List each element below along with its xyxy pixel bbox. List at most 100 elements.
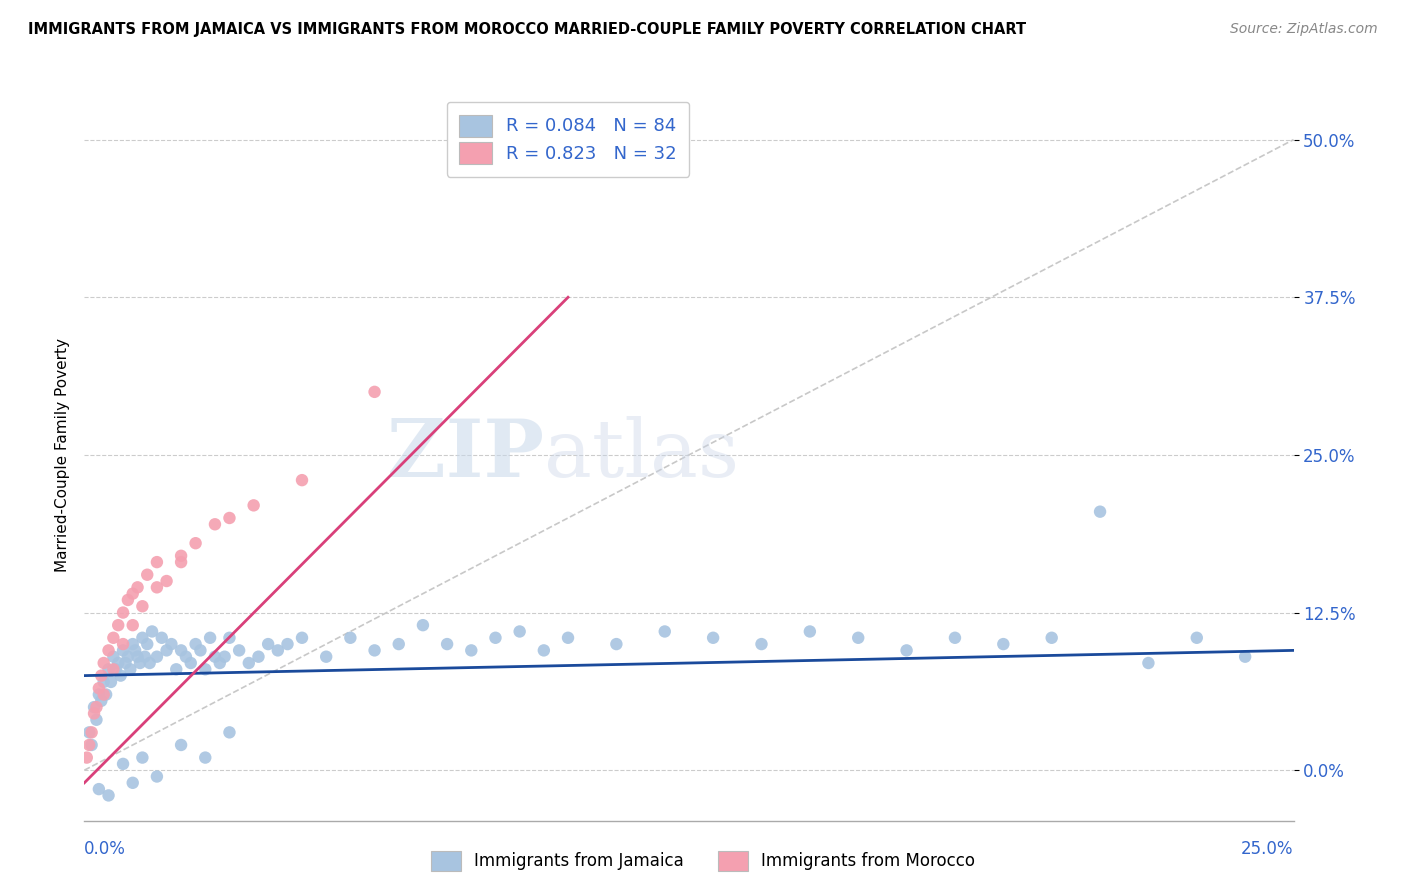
Text: IMMIGRANTS FROM JAMAICA VS IMMIGRANTS FROM MOROCCO MARRIED-COUPLE FAMILY POVERTY: IMMIGRANTS FROM JAMAICA VS IMMIGRANTS FR… — [28, 22, 1026, 37]
Point — [112, 756, 135, 771]
Point — [436, 637, 458, 651]
Point — [218, 725, 240, 739]
Point — [103, 649, 125, 664]
Point — [460, 643, 482, 657]
Point — [204, 649, 226, 664]
Point — [155, 643, 177, 657]
Point — [165, 662, 187, 676]
Point — [93, 688, 115, 702]
Point — [121, 618, 143, 632]
Point — [146, 580, 169, 594]
Text: 0.0%: 0.0% — [84, 839, 127, 857]
Point — [120, 662, 142, 676]
Point — [257, 637, 280, 651]
Legend: Immigrants from Jamaica, Immigrants from Morocco: Immigrants from Jamaica, Immigrants from… — [423, 842, 983, 880]
Point — [146, 555, 169, 569]
Point — [1185, 631, 1208, 645]
Point — [267, 643, 290, 657]
Point — [107, 618, 129, 632]
Point — [87, 688, 110, 702]
Point — [194, 750, 217, 764]
Point — [104, 662, 127, 676]
Point — [77, 738, 100, 752]
Point — [80, 738, 103, 752]
Point — [107, 656, 129, 670]
Point — [127, 649, 149, 664]
Point — [363, 384, 385, 399]
Point — [799, 624, 821, 639]
Point — [150, 631, 173, 645]
Point — [993, 637, 1015, 651]
Point — [112, 643, 135, 657]
Point — [136, 637, 159, 651]
Point — [97, 789, 120, 803]
Point — [90, 694, 112, 708]
Point — [112, 637, 135, 651]
Point — [218, 631, 240, 645]
Point — [174, 649, 197, 664]
Point — [943, 631, 966, 645]
Point — [170, 738, 193, 752]
Point — [83, 700, 105, 714]
Point — [160, 637, 183, 651]
Point — [1088, 505, 1111, 519]
Text: 25.0%: 25.0% — [1241, 839, 1294, 857]
Point — [1234, 649, 1257, 664]
Point — [557, 631, 579, 645]
Point — [170, 643, 193, 657]
Point — [242, 499, 264, 513]
Point — [136, 567, 159, 582]
Point — [208, 656, 231, 670]
Point — [190, 643, 212, 657]
Point — [117, 649, 139, 664]
Point — [238, 656, 260, 670]
Point — [315, 649, 337, 664]
Point — [131, 631, 153, 645]
Point — [124, 643, 146, 657]
Point — [751, 637, 773, 651]
Text: atlas: atlas — [544, 416, 740, 494]
Point — [605, 637, 627, 651]
Point — [204, 517, 226, 532]
Point — [339, 631, 361, 645]
Point — [121, 587, 143, 601]
Point — [654, 624, 676, 639]
Point — [484, 631, 506, 645]
Point — [214, 649, 236, 664]
Point — [412, 618, 434, 632]
Point — [170, 555, 193, 569]
Point — [100, 674, 122, 689]
Point — [194, 662, 217, 676]
Point — [80, 725, 103, 739]
Point — [1137, 656, 1160, 670]
Point — [103, 631, 125, 645]
Text: ZIP: ZIP — [387, 416, 544, 494]
Point — [291, 631, 314, 645]
Point — [846, 631, 869, 645]
Point — [184, 536, 207, 550]
Point — [134, 649, 156, 664]
Point — [103, 662, 125, 676]
Point — [77, 725, 100, 739]
Point — [112, 606, 135, 620]
Point — [121, 637, 143, 651]
Legend: R = 0.084   N = 84, R = 0.823   N = 32: R = 0.084 N = 84, R = 0.823 N = 32 — [447, 102, 689, 177]
Point — [363, 643, 385, 657]
Point — [896, 643, 918, 657]
Point — [146, 770, 169, 784]
Point — [702, 631, 724, 645]
Point — [76, 750, 98, 764]
Point — [87, 681, 110, 696]
Point — [146, 649, 169, 664]
Point — [94, 688, 117, 702]
Point — [121, 776, 143, 790]
Point — [110, 668, 132, 682]
Point — [155, 574, 177, 588]
Point — [184, 637, 207, 651]
Point — [533, 643, 555, 657]
Point — [291, 473, 314, 487]
Point — [247, 649, 270, 664]
Point — [131, 750, 153, 764]
Point — [388, 637, 411, 651]
Point — [97, 643, 120, 657]
